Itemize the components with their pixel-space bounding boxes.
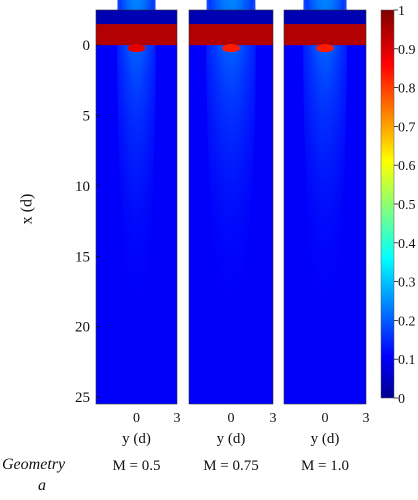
colorbar-tick-label: 0.9 — [398, 43, 416, 58]
hot-spot — [316, 44, 334, 53]
panel-frame — [95, 9, 178, 405]
colorbar-tick-label: 0.5 — [398, 198, 416, 213]
colorbar-tick-label: 1 — [398, 4, 405, 19]
colorbar-tick-label: 0.1 — [398, 353, 416, 368]
colorbar-tick-label: 0.3 — [398, 276, 416, 291]
panel-frame — [283, 9, 367, 405]
hot-spot — [222, 44, 240, 53]
colorbar-tick-label: 0.8 — [398, 82, 416, 97]
panel-frame — [188, 9, 274, 405]
plume — [303, 0, 347, 315]
y-axis: 0 5 10 15 20 25 — [75, 38, 100, 406]
red-block — [284, 24, 366, 46]
y-tick-label: 25 — [75, 390, 90, 406]
row-label-line1: Geometry — [2, 456, 66, 473]
panel-x-tick-label: 3 — [270, 411, 277, 426]
panel-x-tick-label: 0 — [322, 411, 329, 426]
y-tick-label: 15 — [75, 249, 90, 265]
top-band — [96, 10, 177, 25]
panel-x-tick-label: 0 — [228, 411, 235, 426]
heatmap-panels: 0 3 y (d) M = 0.5 0 3 y (d) M = 0.75 0 3 y (d) M = … — [95, 0, 370, 474]
panel-x-label: y (d) — [217, 431, 246, 447]
panel-x-label: y (d) — [311, 431, 340, 447]
colorbar-tick-label: 0.6 — [398, 159, 416, 174]
y-axis-label: x (d) — [18, 193, 36, 225]
panel-label: M = 1.0 — [301, 458, 349, 474]
y-tick-label: 0 — [83, 38, 91, 54]
heatmap-panel — [283, 0, 367, 405]
colorbar-tick-label: 0.4 — [398, 237, 416, 252]
panel-x-tick-label: 3 — [174, 411, 181, 426]
row-label-line2: a — [38, 477, 46, 494]
colorbar-tick-label: 0.7 — [398, 120, 416, 135]
y-tick-label: 20 — [75, 320, 90, 336]
heatmap-panel — [95, 0, 178, 405]
colorbar: 0 0.1 0.2 0.3 0.4 0.5 0.6 0.7 0.8 0.9 1 — [380, 4, 416, 407]
y-tick-label: 5 — [83, 109, 91, 125]
plume — [117, 0, 156, 315]
panel-label: M = 0.75 — [203, 458, 259, 474]
top-band — [189, 10, 273, 25]
top-band — [284, 10, 366, 25]
colorbar-scale — [380, 9, 395, 399]
colorbar-tick-label: 0.2 — [398, 314, 416, 329]
y-tick-label: 10 — [75, 179, 90, 195]
panel-x-tick-label: 0 — [133, 411, 140, 426]
heatmap-panel — [188, 0, 274, 405]
plume — [206, 0, 256, 315]
panel-x-label: y (d) — [122, 431, 151, 447]
panel-label: M = 0.5 — [112, 458, 160, 474]
colorbar-tick-label: 0 — [398, 392, 405, 407]
panel-x-tick-label: 3 — [363, 411, 370, 426]
hot-spot — [127, 44, 146, 53]
red-block — [96, 24, 177, 46]
red-block — [189, 24, 273, 46]
